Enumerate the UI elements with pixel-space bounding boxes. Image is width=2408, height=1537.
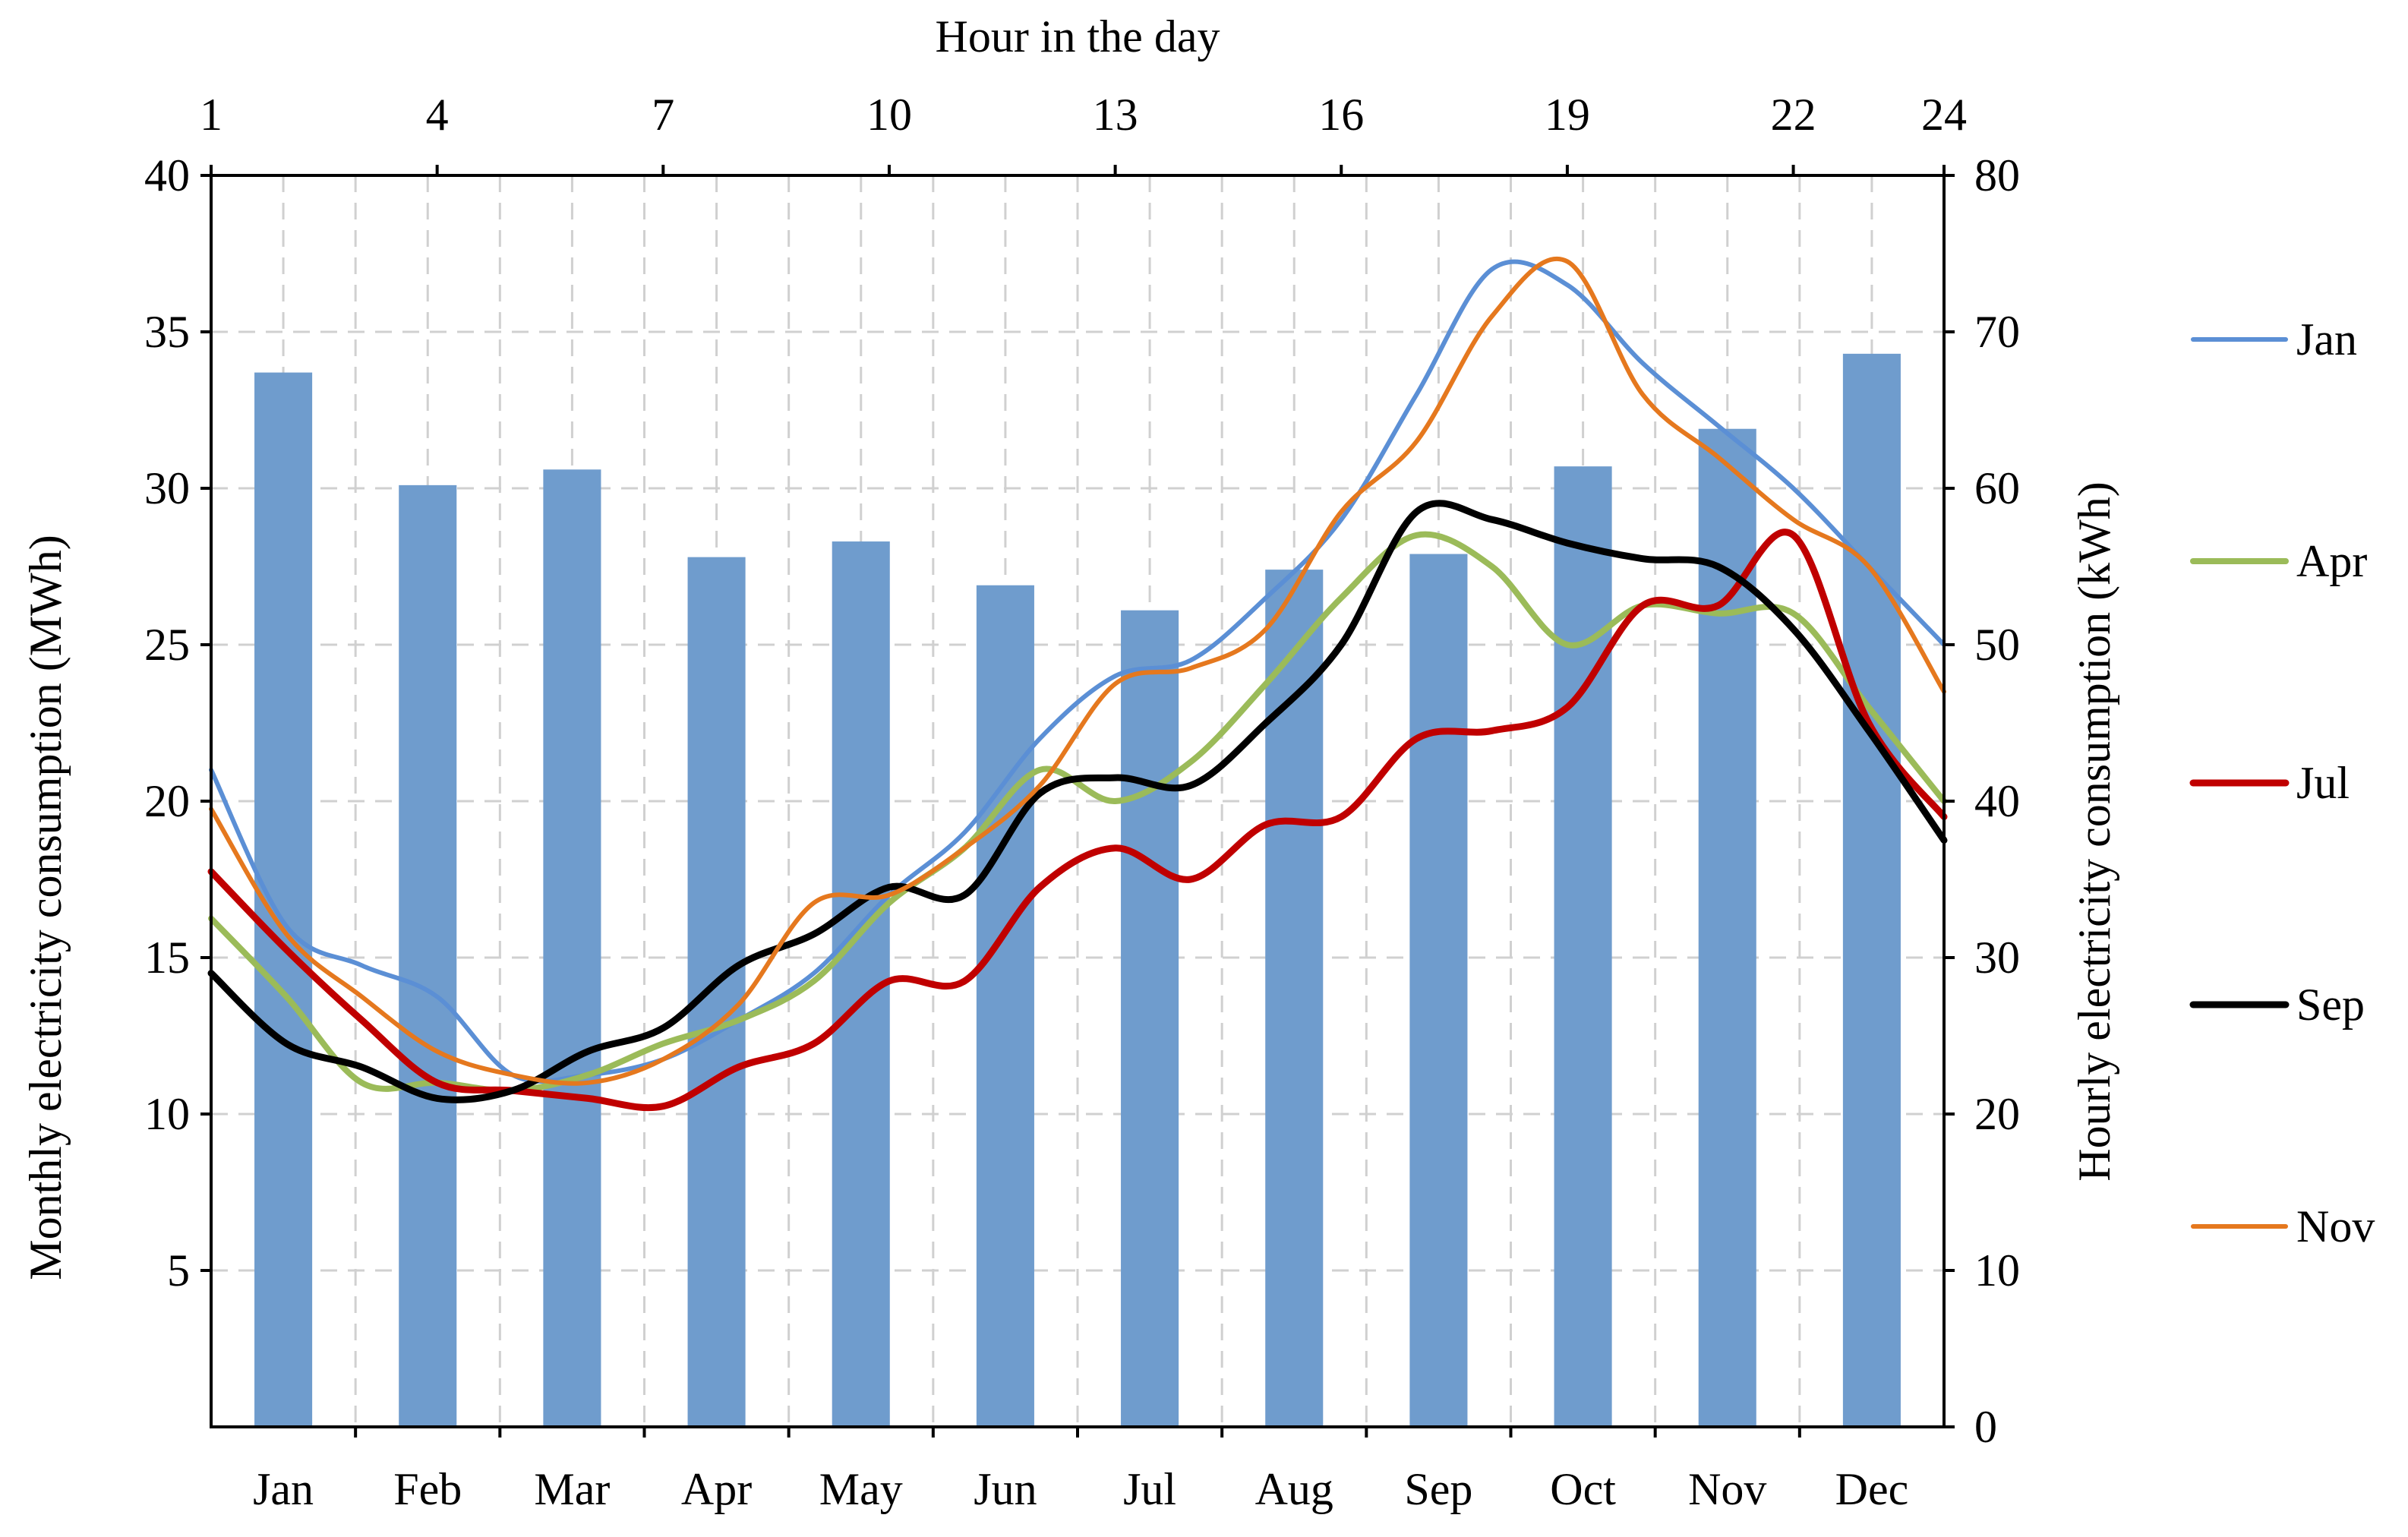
x-bottom-tick-label: Sep bbox=[1404, 1464, 1472, 1514]
grid bbox=[211, 175, 1944, 1427]
x-bottom-tick-label: Dec bbox=[1835, 1464, 1909, 1514]
y-right-tick-label: 30 bbox=[1974, 933, 2020, 983]
x-bottom-tick-label: Aug bbox=[1255, 1464, 1333, 1514]
bar-feb bbox=[399, 484, 457, 1427]
legend-label-jul: Jul bbox=[2296, 758, 2350, 808]
x-bottom-tick-label: Apr bbox=[681, 1464, 752, 1514]
bar-oct bbox=[1554, 466, 1612, 1428]
y-left-tick-label: 25 bbox=[144, 620, 190, 670]
x-top-tick-label: 16 bbox=[1318, 90, 1364, 140]
x-bottom-tick-label: Jan bbox=[253, 1464, 314, 1514]
x-bottom-tick-label: Jul bbox=[1123, 1464, 1176, 1514]
y-right-tick-label: 80 bbox=[1974, 150, 2020, 200]
y-right-tick-label: 10 bbox=[1974, 1245, 2020, 1296]
y-right-tick-label: 70 bbox=[1974, 307, 2020, 357]
y-right-tick-label: 40 bbox=[1974, 776, 2020, 826]
legend: Jan Apr Jul Sep Nov bbox=[2189, 314, 2375, 1251]
line-nov bbox=[209, 256, 1946, 1086]
y-left-tick-label: 40 bbox=[144, 150, 190, 200]
bar-sep bbox=[1409, 554, 1468, 1427]
x-bottom-tick-label: Jun bbox=[974, 1464, 1037, 1514]
bar-apr bbox=[687, 557, 746, 1427]
x-top-tick-label: 24 bbox=[1921, 90, 1967, 140]
x-top-tick-label: 1 bbox=[200, 90, 222, 140]
x-bottom-tick-label: Feb bbox=[393, 1464, 462, 1514]
x-top-tick-label: 19 bbox=[1545, 90, 1590, 140]
y-left-tick-label: 30 bbox=[144, 463, 190, 513]
y-left-tick-label: 35 bbox=[144, 307, 190, 357]
bar-jul bbox=[1121, 610, 1179, 1428]
y-left-tick-label: 20 bbox=[144, 776, 190, 826]
y-left-axis-title: Monthly electricity consumption (MWh) bbox=[21, 535, 71, 1280]
x-top-tick-label: 13 bbox=[1093, 90, 1138, 140]
legend-label-apr: Apr bbox=[2296, 536, 2367, 586]
legend-label-sep: Sep bbox=[2296, 980, 2365, 1030]
x-bottom-tick-label: Nov bbox=[1688, 1464, 1766, 1514]
bar-dec bbox=[1842, 353, 1901, 1428]
y-right-tick-label: 0 bbox=[1974, 1402, 1997, 1452]
x-bottom-tick-label: Mar bbox=[534, 1464, 610, 1514]
bar-mar bbox=[543, 469, 601, 1427]
y-right-tick-label: 20 bbox=[1974, 1089, 2020, 1139]
x-top-axis-title: Hour in the day bbox=[936, 11, 1220, 62]
y-right-tick-label: 50 bbox=[1974, 620, 2020, 670]
x-top-tick-label: 4 bbox=[426, 90, 449, 140]
x-bottom-tick-label: Oct bbox=[1550, 1464, 1616, 1514]
x-bottom-tick-label: May bbox=[819, 1464, 903, 1514]
line-sep bbox=[207, 500, 1948, 1103]
y-left-tick-label: 5 bbox=[167, 1245, 190, 1296]
y-left-tick-label: 10 bbox=[144, 1089, 190, 1139]
legend-label-nov: Nov bbox=[2296, 1201, 2375, 1251]
x-top-tick-label: 7 bbox=[652, 90, 674, 140]
line-jan bbox=[209, 259, 1946, 1084]
x-top-tick-label: 22 bbox=[1771, 90, 1816, 140]
hourly-lines bbox=[207, 256, 1948, 1112]
bar-nov bbox=[1698, 428, 1756, 1427]
legend-label-jan: Jan bbox=[2296, 314, 2357, 365]
y-right-tick-label: 60 bbox=[1974, 463, 2020, 513]
bar-jun bbox=[976, 585, 1034, 1427]
y-right-axis-title: Hourly electricity consumption (kWh) bbox=[2069, 481, 2119, 1181]
x-top-tick-label: 10 bbox=[866, 90, 912, 140]
y-left-tick-label: 15 bbox=[144, 933, 190, 983]
axes: 5 10 15 20 25 30 35 40 0 10 20 30 40 50 60 70 80 1 4 7 10 13 1… bbox=[21, 11, 2119, 1514]
